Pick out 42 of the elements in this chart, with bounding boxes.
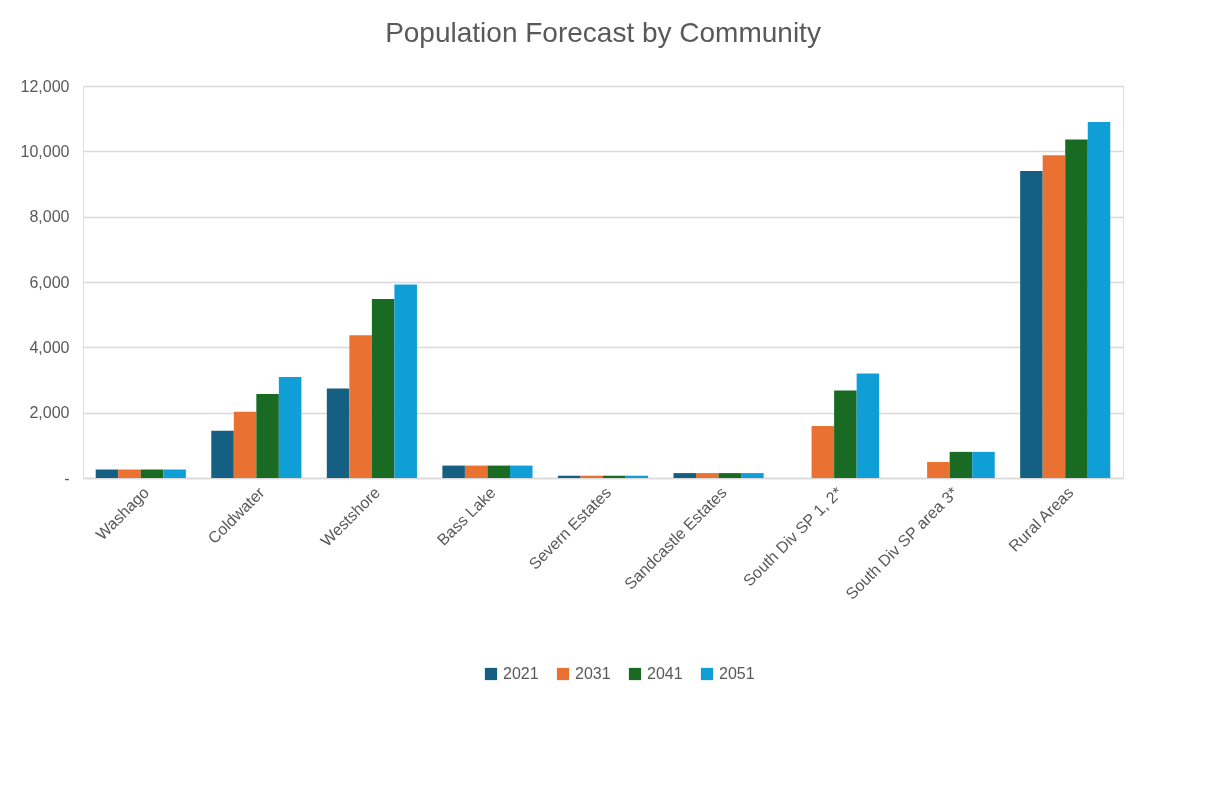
legend-label: 2041 <box>647 665 683 682</box>
bar <box>118 469 141 478</box>
bar <box>509 465 533 478</box>
legend-label: 2031 <box>575 665 611 682</box>
bar <box>211 430 234 478</box>
y-tick-label: 8,000 <box>29 208 70 226</box>
bar <box>1065 139 1088 478</box>
y-tick-label: 2,000 <box>29 404 70 422</box>
bar <box>811 426 835 478</box>
bar <box>371 298 395 478</box>
bar <box>326 388 350 478</box>
y-tick-label: 6,000 <box>29 273 70 291</box>
bar <box>1087 121 1111 478</box>
bar <box>442 465 465 478</box>
bar <box>394 284 417 478</box>
bar <box>949 451 973 478</box>
bar <box>1020 170 1043 478</box>
bar <box>278 377 302 478</box>
bar <box>972 451 995 478</box>
bar <box>1042 155 1066 478</box>
bar <box>163 469 186 478</box>
y-tick-label: 12,000 <box>20 77 70 95</box>
y-tick-label: 4,000 <box>29 338 70 356</box>
bar <box>741 473 764 478</box>
bar <box>349 335 372 478</box>
bar <box>696 473 719 478</box>
bar <box>256 394 279 478</box>
bar <box>927 461 950 478</box>
bar <box>673 473 697 478</box>
bar <box>834 390 857 478</box>
bar <box>95 469 119 478</box>
bar <box>718 473 742 478</box>
bar <box>487 465 510 478</box>
bar <box>464 465 488 478</box>
bar <box>140 469 164 478</box>
y-tick-label: 10,000 <box>20 142 70 160</box>
legend-label: 2021 <box>503 665 539 682</box>
legend-label: 2051 <box>719 665 755 682</box>
bar <box>233 411 257 478</box>
y-tick-label: - <box>64 469 70 487</box>
bar <box>856 373 880 478</box>
chart-title: Population Forecast by Community <box>385 17 821 48</box>
